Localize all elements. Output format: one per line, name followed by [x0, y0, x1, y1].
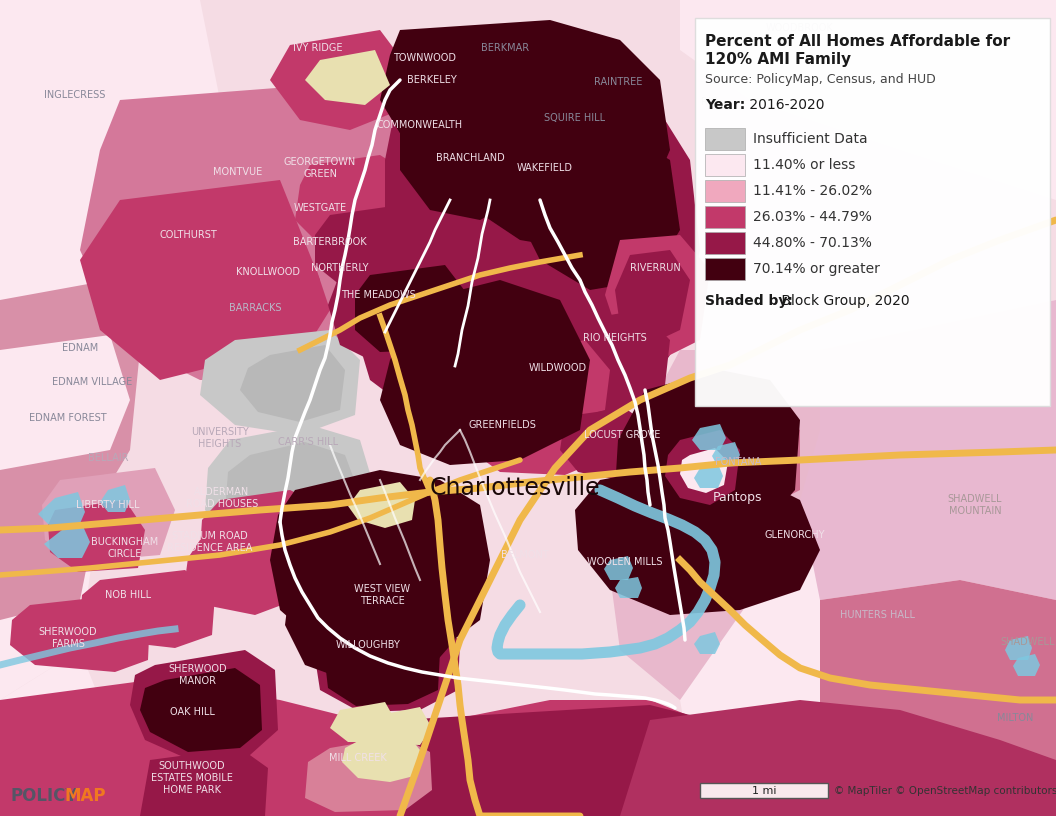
Text: RAINTREE: RAINTREE [593, 77, 642, 87]
Polygon shape [560, 408, 655, 480]
Bar [705, 258, 744, 280]
Polygon shape [342, 732, 420, 782]
Polygon shape [38, 492, 84, 528]
Text: TOWNWOOD: TOWNWOOD [394, 53, 456, 63]
Text: 11.40% or less: 11.40% or less [753, 158, 855, 172]
Polygon shape [470, 395, 610, 475]
Polygon shape [568, 310, 670, 400]
Text: HUNTERS HALL: HUNTERS HALL [841, 610, 916, 620]
Polygon shape [205, 265, 329, 355]
Text: COLTHURST: COLTHURST [159, 230, 216, 240]
Polygon shape [80, 570, 215, 648]
Polygon shape [225, 442, 358, 535]
Text: MONTVUE: MONTVUE [213, 167, 263, 177]
Text: MILTON: MILTON [997, 713, 1033, 723]
Polygon shape [604, 556, 633, 580]
Polygon shape [355, 265, 468, 352]
Polygon shape [615, 370, 800, 545]
Polygon shape [694, 464, 723, 488]
Text: LOCUST GROVE: LOCUST GROVE [584, 430, 660, 440]
Polygon shape [305, 50, 390, 105]
Text: GEORGETOWN
GREEN: GEORGETOWN GREEN [284, 157, 356, 179]
Polygon shape [400, 705, 1056, 816]
Polygon shape [140, 668, 262, 752]
Text: EDNAM: EDNAM [62, 343, 98, 353]
Text: 2016-2020: 2016-2020 [744, 98, 825, 112]
Polygon shape [355, 50, 700, 440]
Polygon shape [712, 442, 740, 467]
Text: SOUTHWOOD
ESTATES MOBILE
HOME PARK: SOUTHWOOD ESTATES MOBILE HOME PARK [151, 761, 233, 795]
Polygon shape [140, 748, 268, 816]
Polygon shape [100, 485, 130, 512]
Text: Source: PolicyMap, Census, and HUD: Source: PolicyMap, Census, and HUD [705, 73, 936, 86]
Polygon shape [1013, 654, 1040, 676]
Polygon shape [348, 482, 415, 528]
Text: BERKELEY: BERKELEY [408, 75, 457, 85]
Text: LIBERTY HILL: LIBERTY HILL [76, 500, 139, 510]
Polygon shape [285, 555, 455, 685]
Text: RIVERRUN: RIVERRUN [629, 263, 680, 273]
Text: SHERWOOD
FARMS: SHERWOOD FARMS [39, 628, 97, 649]
Polygon shape [80, 80, 430, 380]
Polygon shape [280, 720, 455, 816]
Bar [700, 783, 828, 798]
Polygon shape [525, 340, 610, 420]
Polygon shape [329, 702, 398, 742]
Text: Charlottesville: Charlottesville [430, 476, 600, 500]
Text: GREENFIELDS: GREENFIELDS [468, 420, 536, 430]
Polygon shape [630, 385, 780, 532]
Polygon shape [615, 250, 690, 345]
Text: 44.80% - 70.13%: 44.80% - 70.13% [753, 236, 872, 250]
Polygon shape [205, 425, 375, 548]
Polygon shape [270, 470, 490, 660]
Polygon shape [0, 680, 700, 816]
Text: MAP: MAP [64, 787, 106, 805]
Polygon shape [680, 0, 1056, 200]
Text: WEST VIEW
TERRACE: WEST VIEW TERRACE [354, 584, 410, 605]
Polygon shape [380, 20, 670, 250]
Polygon shape [821, 580, 1056, 816]
Text: WESTGATE: WESTGATE [294, 203, 346, 213]
Polygon shape [295, 155, 420, 250]
Text: ALDERMAN
ROAD HOUSES: ALDERMAN ROAD HOUSES [186, 487, 258, 509]
Polygon shape [510, 130, 680, 290]
Text: Percent of All Homes Affordable for: Percent of All Homes Affordable for [705, 34, 1011, 49]
Polygon shape [0, 0, 170, 400]
Text: THE MEADOWS: THE MEADOWS [341, 290, 415, 300]
Text: BARTERBROOK: BARTERBROOK [294, 237, 366, 247]
Polygon shape [10, 595, 150, 672]
Bar [705, 232, 744, 254]
Text: BRANCHLAND: BRANCHLAND [436, 153, 505, 163]
Text: EDNAM FOREST: EDNAM FOREST [30, 413, 107, 423]
Polygon shape [680, 448, 728, 493]
Text: BERKMAR: BERKMAR [480, 43, 529, 53]
Polygon shape [370, 707, 432, 745]
Polygon shape [0, 350, 100, 700]
Polygon shape [1005, 636, 1032, 660]
Polygon shape [158, 698, 238, 750]
Text: 11.41% - 26.02%: 11.41% - 26.02% [753, 184, 872, 198]
Text: COMMONWEALTH: COMMONWEALTH [377, 120, 464, 130]
Text: WILLOUGHBY: WILLOUGHBY [336, 640, 400, 650]
Polygon shape [0, 280, 140, 620]
Text: WOOLEN MILLS: WOOLEN MILLS [587, 557, 663, 567]
Text: Pantops: Pantops [713, 491, 762, 504]
Polygon shape [42, 468, 175, 562]
Polygon shape [44, 524, 90, 558]
Text: BARRACKS: BARRACKS [229, 303, 281, 313]
Text: STADIUM ROAD
RESIDENCE AREA: STADIUM ROAD RESIDENCE AREA [167, 531, 252, 552]
Polygon shape [665, 430, 740, 505]
Text: © MapTiler © OpenStreetMap contributors: © MapTiler © OpenStreetMap contributors [834, 786, 1056, 796]
Polygon shape [315, 618, 460, 712]
Text: SHADWELL
MOUNTAIN: SHADWELL MOUNTAIN [947, 494, 1002, 516]
Polygon shape [270, 30, 410, 130]
Text: BELLAIR: BELLAIR [88, 453, 128, 463]
Polygon shape [80, 180, 320, 380]
Text: NOB HILL: NOB HILL [105, 590, 151, 600]
Text: Year:: Year: [705, 98, 746, 112]
Polygon shape [200, 330, 360, 435]
Text: IVY RIDGE: IVY RIDGE [294, 43, 343, 53]
Text: 1 mi: 1 mi [752, 786, 776, 796]
Polygon shape [680, 300, 1056, 816]
